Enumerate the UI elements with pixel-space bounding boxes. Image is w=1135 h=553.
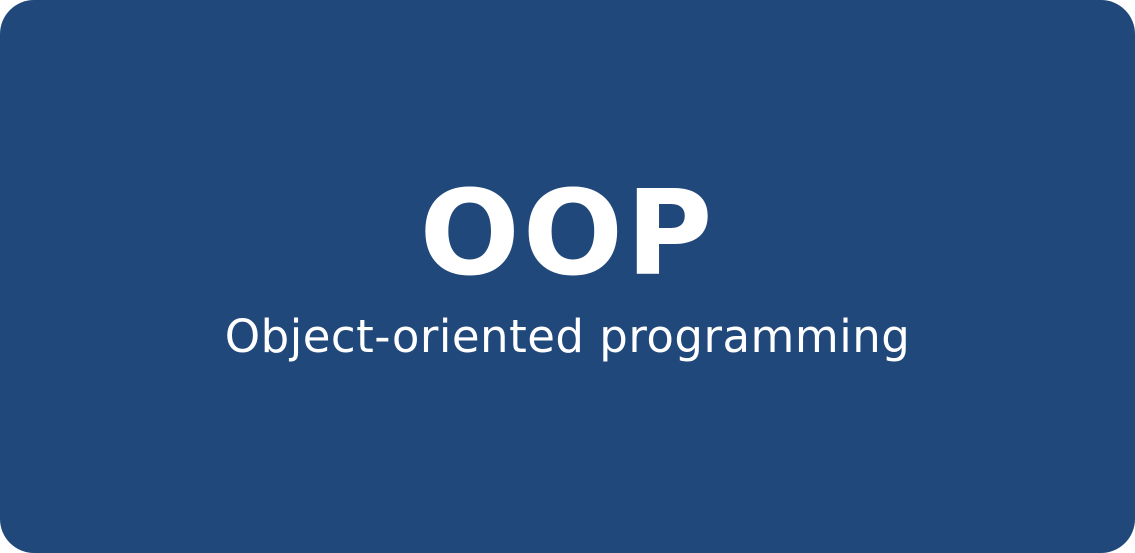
banner-title: OOP (419, 164, 716, 302)
banner-content: OOP Object-oriented programming (225, 174, 911, 359)
banner-subtitle: Object-oriented programming (224, 310, 911, 363)
